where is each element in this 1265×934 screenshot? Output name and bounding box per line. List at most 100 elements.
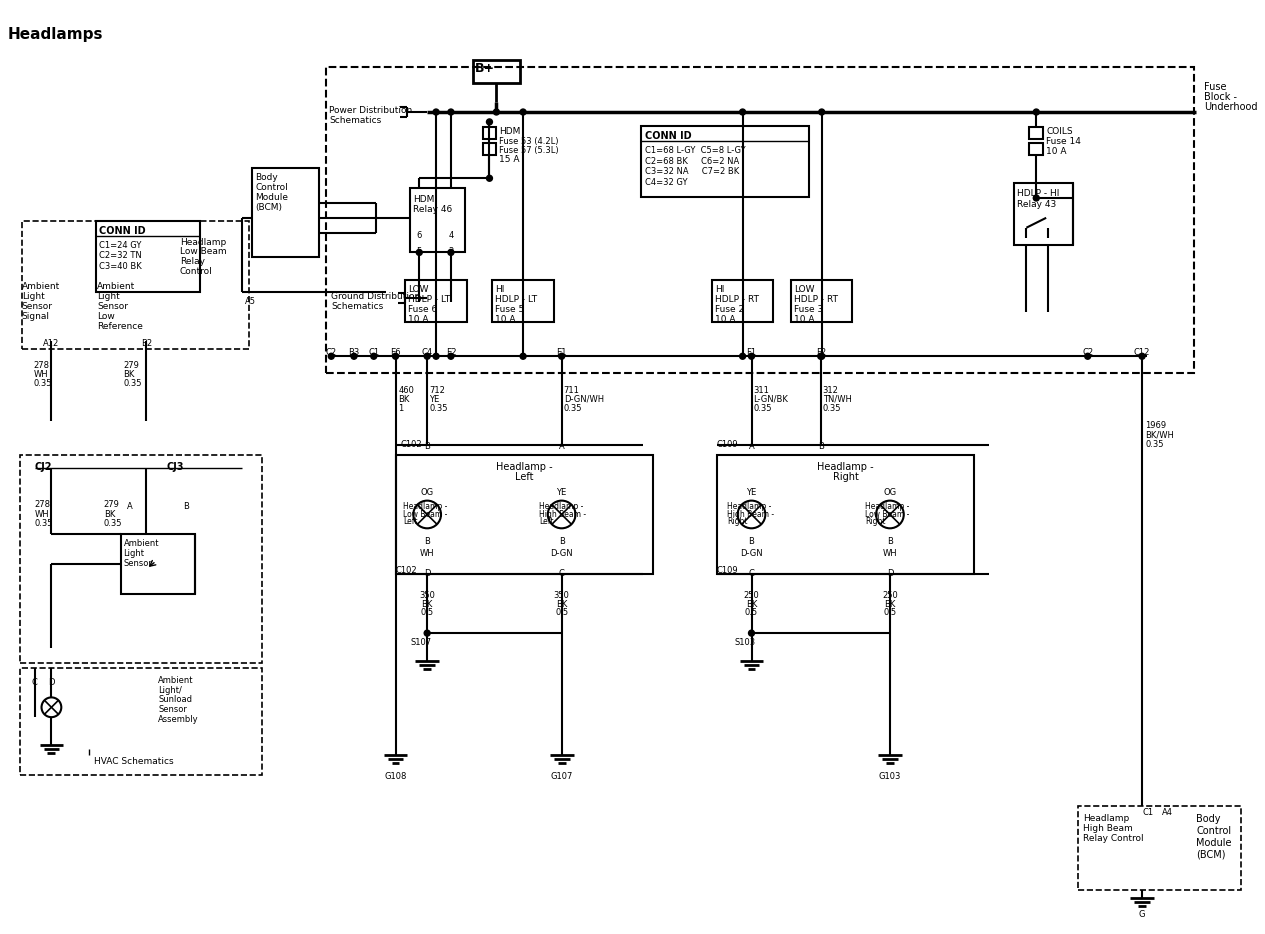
Text: Ground Distribution: Ground Distribution [331, 292, 420, 301]
Text: HI: HI [715, 285, 725, 294]
Text: G103: G103 [879, 771, 901, 781]
Text: D: D [48, 678, 54, 686]
Text: C4: C4 [421, 348, 433, 358]
Circle shape [1034, 195, 1040, 201]
Text: Ambient: Ambient [22, 282, 59, 291]
Text: Sensor: Sensor [124, 559, 153, 568]
Text: A12: A12 [43, 339, 59, 348]
Text: High Beam -: High Beam - [727, 510, 774, 518]
Text: 250: 250 [744, 590, 759, 600]
Text: OG: OG [883, 488, 897, 497]
Text: G107: G107 [550, 771, 573, 781]
Text: Headlamp -: Headlamp - [727, 502, 772, 511]
Bar [1013, 183, 1073, 245]
Circle shape [818, 353, 825, 360]
Text: HDM: HDM [414, 195, 435, 204]
Circle shape [520, 353, 526, 360]
Text: 10 A: 10 A [496, 315, 516, 324]
Text: Sensor: Sensor [97, 302, 128, 311]
Bar [326, 66, 1194, 373]
Text: A: A [126, 502, 133, 511]
Text: Fuse 14: Fuse 14 [1046, 136, 1082, 146]
Text: CJ2: CJ2 [34, 462, 52, 472]
Text: Light: Light [124, 549, 144, 559]
Text: Light: Light [97, 292, 120, 301]
Text: HI: HI [496, 285, 505, 294]
Text: Light: Light [22, 292, 44, 301]
Text: L-GN/BK: L-GN/BK [754, 395, 788, 403]
Text: Reference: Reference [97, 321, 143, 331]
Text: D-GN: D-GN [740, 549, 763, 559]
Text: Fuse 5: Fuse 5 [496, 304, 525, 314]
Text: Module: Module [256, 193, 288, 202]
Text: (BCM): (BCM) [256, 203, 282, 212]
Text: C4=32 GY: C4=32 GY [645, 178, 687, 187]
Bar [20, 455, 262, 663]
Text: S103: S103 [735, 638, 755, 647]
Text: Block -: Block - [1204, 92, 1237, 102]
Text: Schematics: Schematics [331, 302, 383, 311]
Circle shape [424, 630, 430, 636]
Text: LOW: LOW [409, 285, 429, 294]
Bar [1030, 127, 1044, 139]
Bar [96, 220, 200, 292]
Text: Body: Body [1197, 814, 1221, 824]
Text: 0.35: 0.35 [1145, 440, 1164, 449]
Text: Sensor: Sensor [22, 302, 53, 311]
Circle shape [487, 119, 492, 125]
Text: 15 A: 15 A [500, 154, 520, 163]
Text: 2: 2 [448, 248, 454, 257]
Text: B: B [817, 443, 824, 451]
Text: B: B [183, 502, 188, 511]
Circle shape [559, 353, 564, 360]
Text: HDLP - LT: HDLP - LT [409, 295, 450, 304]
Text: C1=24 GY: C1=24 GY [99, 241, 142, 249]
Text: HDLP - HI: HDLP - HI [1017, 190, 1059, 198]
Text: 712: 712 [429, 386, 445, 395]
Circle shape [740, 353, 745, 360]
Circle shape [350, 353, 357, 360]
Text: 0.35: 0.35 [429, 403, 448, 413]
Text: 0.35: 0.35 [104, 519, 123, 529]
Text: 0.35: 0.35 [754, 403, 772, 413]
Text: Power Distribution: Power Distribution [329, 106, 412, 115]
Text: 10 A: 10 A [715, 315, 735, 324]
Text: B: B [749, 537, 754, 546]
Text: HDM: HDM [500, 127, 521, 135]
Text: D-GN: D-GN [550, 549, 573, 559]
Text: Relay: Relay [180, 258, 205, 266]
Text: BK: BK [104, 510, 115, 518]
Bar [482, 127, 496, 139]
Text: WH: WH [420, 549, 434, 559]
Text: C3=40 BK: C3=40 BK [99, 262, 142, 271]
Text: C12: C12 [1133, 348, 1150, 358]
Text: WH: WH [34, 370, 48, 379]
Text: WH: WH [34, 510, 49, 518]
Text: 0.35: 0.35 [822, 403, 841, 413]
Text: 350: 350 [554, 590, 569, 600]
Text: 0.5: 0.5 [745, 608, 758, 617]
Text: Headlamp -: Headlamp - [865, 502, 910, 511]
Text: 460: 460 [398, 386, 415, 395]
Bar [1078, 806, 1241, 890]
Text: B3: B3 [348, 348, 359, 358]
Text: 0.5: 0.5 [883, 608, 897, 617]
Text: Headlamp -: Headlamp - [496, 462, 553, 472]
Text: Ambient: Ambient [97, 282, 135, 291]
Circle shape [493, 109, 500, 115]
Circle shape [520, 109, 526, 115]
Text: 0.35: 0.35 [124, 379, 142, 388]
Circle shape [448, 109, 454, 115]
Bar [396, 455, 653, 573]
Text: Low Beam: Low Beam [180, 248, 226, 257]
Bar [791, 280, 853, 321]
Text: Headlamp -: Headlamp - [817, 462, 874, 472]
Text: B: B [559, 537, 564, 546]
Text: B: B [887, 537, 893, 546]
Text: 6: 6 [416, 231, 423, 240]
Bar [252, 168, 319, 258]
Text: Headlamp: Headlamp [1083, 814, 1128, 823]
Circle shape [1084, 353, 1090, 360]
Text: Sunload: Sunload [158, 696, 192, 704]
Circle shape [749, 630, 754, 636]
